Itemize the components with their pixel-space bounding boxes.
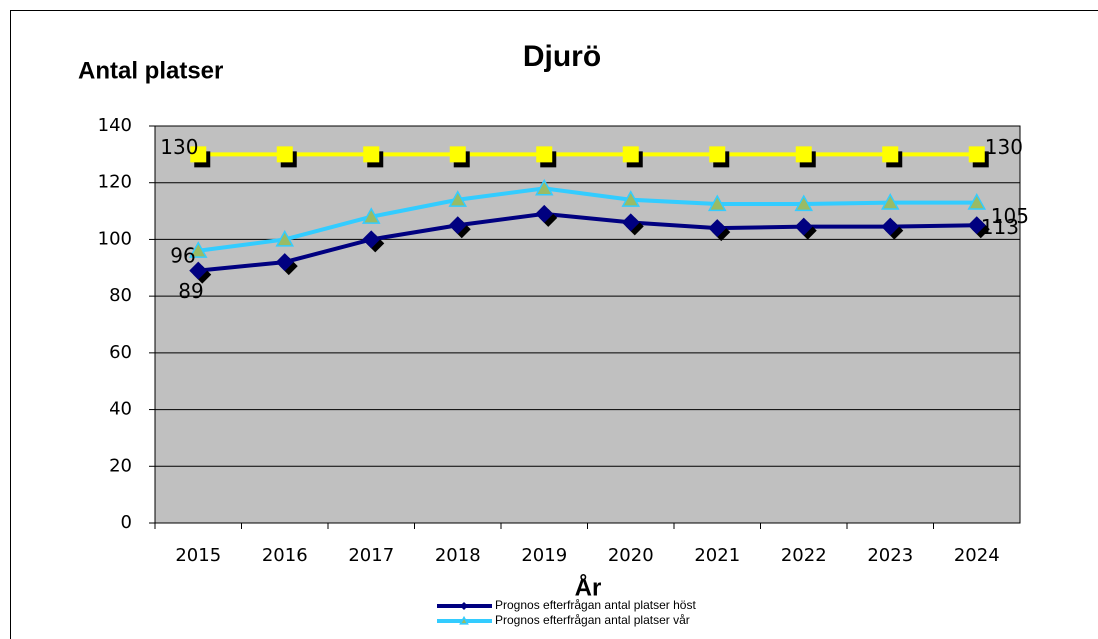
- x-tick-label: 2016: [262, 545, 308, 566]
- x-tick-label: 2017: [348, 545, 394, 566]
- point: [275, 253, 294, 272]
- x-tick-label: 2021: [694, 545, 740, 566]
- point: [882, 146, 899, 163]
- point: [880, 193, 900, 210]
- point: [622, 146, 639, 163]
- point: [795, 146, 812, 163]
- point: [459, 601, 469, 611]
- y-tick-label: 80: [109, 285, 132, 306]
- x-axis-title: År: [575, 573, 602, 601]
- legend-label: Prognos efterfrågan antal platser vår: [495, 613, 690, 627]
- y-tick-label: 0: [121, 512, 132, 533]
- point: [534, 178, 554, 196]
- point: [275, 229, 295, 247]
- x-tick-label: 2018: [435, 545, 481, 566]
- data-label: 96: [170, 243, 195, 267]
- plot-area: [154, 125, 1021, 524]
- point: [621, 213, 640, 232]
- x-tick-label: 2020: [608, 545, 654, 566]
- point: [362, 230, 381, 249]
- point: [967, 193, 987, 210]
- point: [276, 146, 293, 163]
- data-label: 105: [991, 204, 1029, 228]
- point: [967, 216, 986, 235]
- legend-label: Prognos efterfrågan antal platser höst: [495, 598, 696, 612]
- point: [621, 190, 641, 207]
- point: [535, 204, 554, 223]
- y-tick-label: 60: [109, 342, 132, 363]
- x-tick-label: 2022: [781, 545, 827, 566]
- y-tick-label: 20: [109, 455, 132, 476]
- point: [708, 219, 727, 238]
- x-tick-label: 2015: [175, 545, 221, 566]
- data-label: 89: [178, 279, 203, 303]
- point: [189, 261, 208, 280]
- point: [363, 146, 380, 163]
- chart-title: Djurö: [523, 40, 601, 73]
- point: [881, 217, 900, 236]
- series-line: [197, 186, 977, 253]
- y-axis-title: Antal platser: [78, 57, 223, 84]
- x-tick-label: 2023: [867, 545, 913, 566]
- y-tick-label: 140: [98, 115, 132, 136]
- point: [188, 241, 208, 258]
- point: [968, 146, 985, 163]
- y-tick-label: 120: [98, 172, 132, 193]
- point: [794, 217, 813, 236]
- x-tick-label: 2019: [521, 545, 567, 566]
- point: [449, 146, 466, 163]
- data-label: 130: [985, 135, 1023, 159]
- point: [709, 146, 726, 163]
- y-tick-label: 100: [98, 228, 132, 249]
- series-line: [198, 211, 977, 273]
- y-tick-label: 40: [109, 399, 132, 420]
- point: [794, 194, 814, 212]
- point: [536, 146, 553, 163]
- point: [707, 194, 727, 212]
- point: [448, 190, 468, 207]
- point: [190, 146, 207, 163]
- x-tick-label: 2024: [954, 545, 1000, 566]
- point: [448, 216, 467, 235]
- point: [361, 207, 381, 224]
- point: [459, 615, 469, 625]
- data-label: 130: [160, 135, 198, 159]
